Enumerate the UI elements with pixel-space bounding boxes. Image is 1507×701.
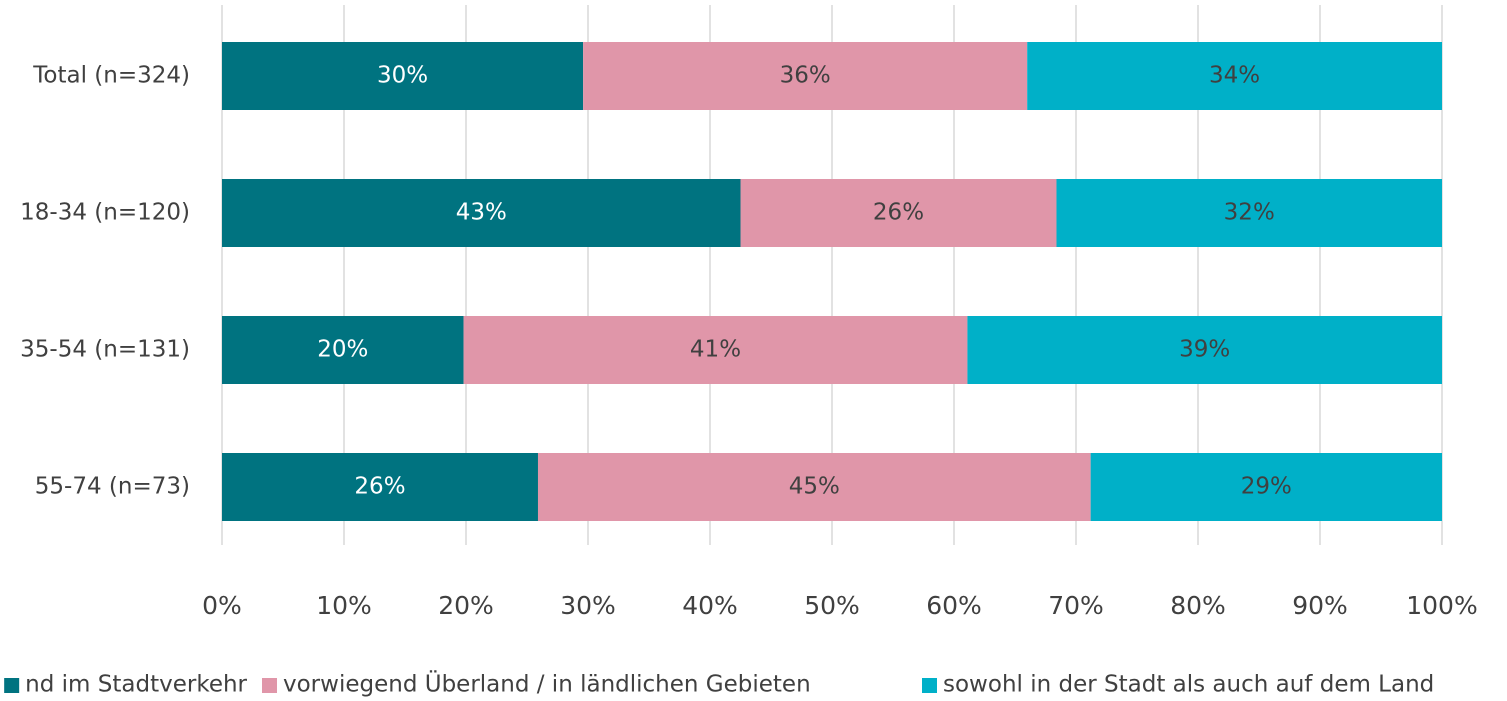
- legend-label: vorwiegend Überland / in ländlichen Gebi…: [283, 670, 811, 698]
- legend-label: sowohl in der Stadt als auch auf dem Lan…: [943, 672, 1434, 698]
- y-tick-label: 55-74 (n=73): [35, 474, 190, 500]
- value-label: 30%: [377, 63, 428, 89]
- bar-segment: [463, 316, 968, 384]
- legend-swatch: [262, 678, 277, 693]
- bar-segment: [1027, 42, 1442, 110]
- bar-segment: [222, 179, 741, 247]
- value-label: 39%: [1179, 337, 1230, 363]
- legend-swatch: [4, 678, 20, 693]
- x-tick-label: 80%: [1170, 591, 1226, 620]
- x-tick-label: 50%: [804, 591, 860, 620]
- legend-label: nd im Stadtverkehr: [25, 672, 247, 698]
- x-tick-label: 10%: [316, 591, 372, 620]
- bar-segment: [222, 316, 464, 384]
- value-label: 29%: [1241, 474, 1292, 500]
- x-tick-label: 100%: [1406, 591, 1477, 620]
- x-tick-label: 60%: [926, 591, 982, 620]
- value-label: 36%: [780, 63, 831, 89]
- value-label: 34%: [1209, 63, 1260, 89]
- bar-segment: [1056, 179, 1442, 247]
- x-tick-label: 20%: [438, 591, 494, 620]
- bar-segment: [537, 453, 1091, 521]
- x-tick-label: 0%: [202, 591, 242, 620]
- y-tick-label: Total (n=324): [32, 63, 190, 89]
- value-label: 45%: [789, 474, 840, 500]
- legend-swatch: [922, 678, 937, 693]
- value-label: 26%: [873, 200, 924, 226]
- value-label: 26%: [354, 474, 405, 500]
- bar-segment: [222, 42, 584, 110]
- x-tick-label: 70%: [1048, 591, 1104, 620]
- x-tick-label: 90%: [1292, 591, 1348, 620]
- x-tick-label: 40%: [682, 591, 738, 620]
- value-label: 41%: [690, 337, 741, 363]
- value-label: 43%: [456, 200, 507, 226]
- bar-segment: [967, 316, 1442, 384]
- bar-segment: [1090, 453, 1442, 521]
- x-tick-label: 30%: [560, 591, 616, 620]
- y-tick-label: 35-54 (n=131): [20, 337, 190, 363]
- bar-segment: [583, 42, 1028, 110]
- value-label: 32%: [1224, 200, 1275, 226]
- bar-segment: [740, 179, 1057, 247]
- y-tick-label: 18-34 (n=120): [20, 200, 190, 226]
- bar-segment: [222, 453, 538, 521]
- value-label: 20%: [317, 337, 368, 363]
